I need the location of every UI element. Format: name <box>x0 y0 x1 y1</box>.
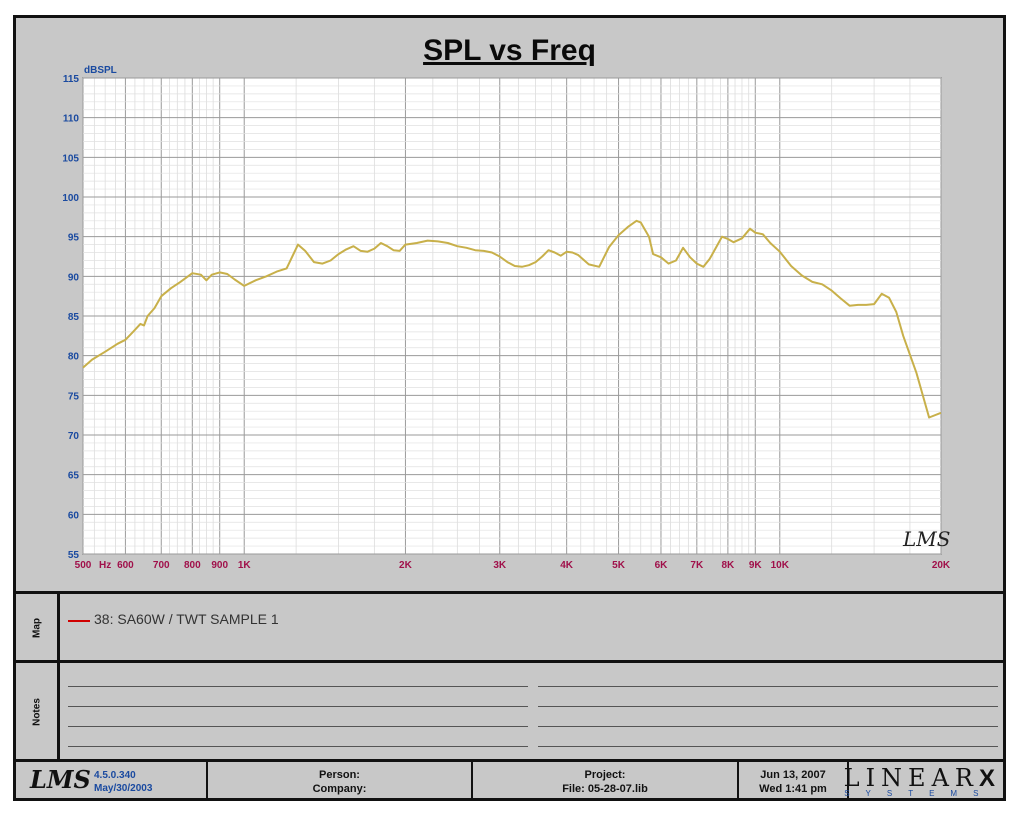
x-tick-label: 5K <box>612 560 626 571</box>
version-date: May/30/2003 <box>94 783 153 794</box>
separator <box>16 591 1003 594</box>
x-tick-label: 9K <box>749 560 763 571</box>
footer-person-cell: Person: Company: <box>208 762 473 801</box>
spl-chart: 55 60 65 70 75 80 85 90 95 100 105 110 115 dBSPL 500 Hz… <box>62 65 951 571</box>
y-tick-label: 55 <box>68 550 80 561</box>
notes-label: Notes <box>31 697 42 726</box>
x-tick-label: 700 <box>153 560 170 571</box>
notes-side-label: Notes <box>16 663 60 760</box>
x-tick-label: 800 <box>184 560 201 571</box>
x-tick-label: 1K <box>238 560 252 571</box>
footer-date-cell: Jun 13, 2007 Wed 1:41 pm <box>739 762 849 801</box>
note-line <box>538 706 998 707</box>
map-label: Map <box>31 617 42 638</box>
report-frame: SPL vs Freq 55 60 65 70 75 80 85 90 95 100 105 110 1… <box>13 15 1006 801</box>
y-tick-label: 115 <box>63 74 80 85</box>
separator <box>16 660 1003 663</box>
note-line <box>538 746 998 747</box>
project-label: Project: <box>584 769 626 781</box>
spl-series-line <box>82 219 942 419</box>
x-tick-label: Hz <box>99 560 111 571</box>
y-tick-label: 105 <box>62 153 79 164</box>
y-tick-label: 90 <box>68 272 80 283</box>
y-tick-label: 95 <box>68 233 80 244</box>
lms-watermark: LMS <box>902 527 950 551</box>
footer: LMS 4.5.0.340 May/30/2003 Person: Compan… <box>16 762 1003 801</box>
separator <box>16 759 1003 762</box>
linearx-logo: LINEARX SYSTEMS <box>844 764 995 798</box>
x-tick-label: 2K <box>399 560 413 571</box>
version-number: 4.5.0.340 <box>94 770 136 781</box>
chart-title: SPL vs Freq <box>423 34 596 67</box>
report-date: Jun 13, 2007 <box>760 769 826 781</box>
version-info: 4.5.0.340 May/30/2003 <box>94 769 152 795</box>
note-line <box>68 726 528 727</box>
legend-entry: 38: SA60W / TWT SAMPLE 1 <box>94 611 279 627</box>
y-axis-label: dBSPL <box>84 65 117 76</box>
x-tick-label: 4K <box>560 560 574 571</box>
x-tick-label: 7K <box>690 560 704 571</box>
footer-version-cell: LMS 4.5.0.340 May/30/2003 <box>16 762 208 801</box>
y-tick-label: 110 <box>63 114 80 125</box>
x-tick-label: 6K <box>655 560 669 571</box>
footer-project-cell: Project: File: 05-28-07.lib <box>473 762 739 801</box>
y-tick-label: 85 <box>68 312 80 323</box>
file-label: File: 05-28-07.lib <box>562 783 648 795</box>
brand-name: LINEAR <box>843 764 979 792</box>
y-tick-label: 100 <box>62 193 79 204</box>
company-label: Company: <box>312 783 367 795</box>
lms-logo: LMS <box>30 765 91 794</box>
y-tick-label: 80 <box>68 352 80 363</box>
y-tick-label: 60 <box>68 510 80 521</box>
x-tick-label: 500 <box>75 560 92 571</box>
brand-sub: SYSTEMS <box>844 789 995 798</box>
legend-swatch <box>68 620 90 622</box>
x-tick-label: 600 <box>117 560 134 571</box>
note-line <box>538 686 998 687</box>
x-tick-label: 900 <box>211 560 228 571</box>
y-tick-label: 75 <box>68 391 80 402</box>
x-tick-label: 8K <box>721 560 735 571</box>
note-line <box>68 706 528 707</box>
x-tick-label: 20K <box>932 560 951 571</box>
x-tick-label: 10K <box>771 560 790 571</box>
x-tick-label: 3K <box>493 560 507 571</box>
note-line <box>68 686 528 687</box>
note-line <box>68 746 528 747</box>
y-tick-label: 65 <box>68 471 80 482</box>
brand-x: X <box>978 765 995 792</box>
person-label: Person: <box>319 769 360 781</box>
report-time: Wed 1:41 pm <box>759 783 827 795</box>
map-side-label: Map <box>16 594 60 661</box>
y-tick-label: 70 <box>68 431 80 442</box>
note-line <box>538 726 998 727</box>
